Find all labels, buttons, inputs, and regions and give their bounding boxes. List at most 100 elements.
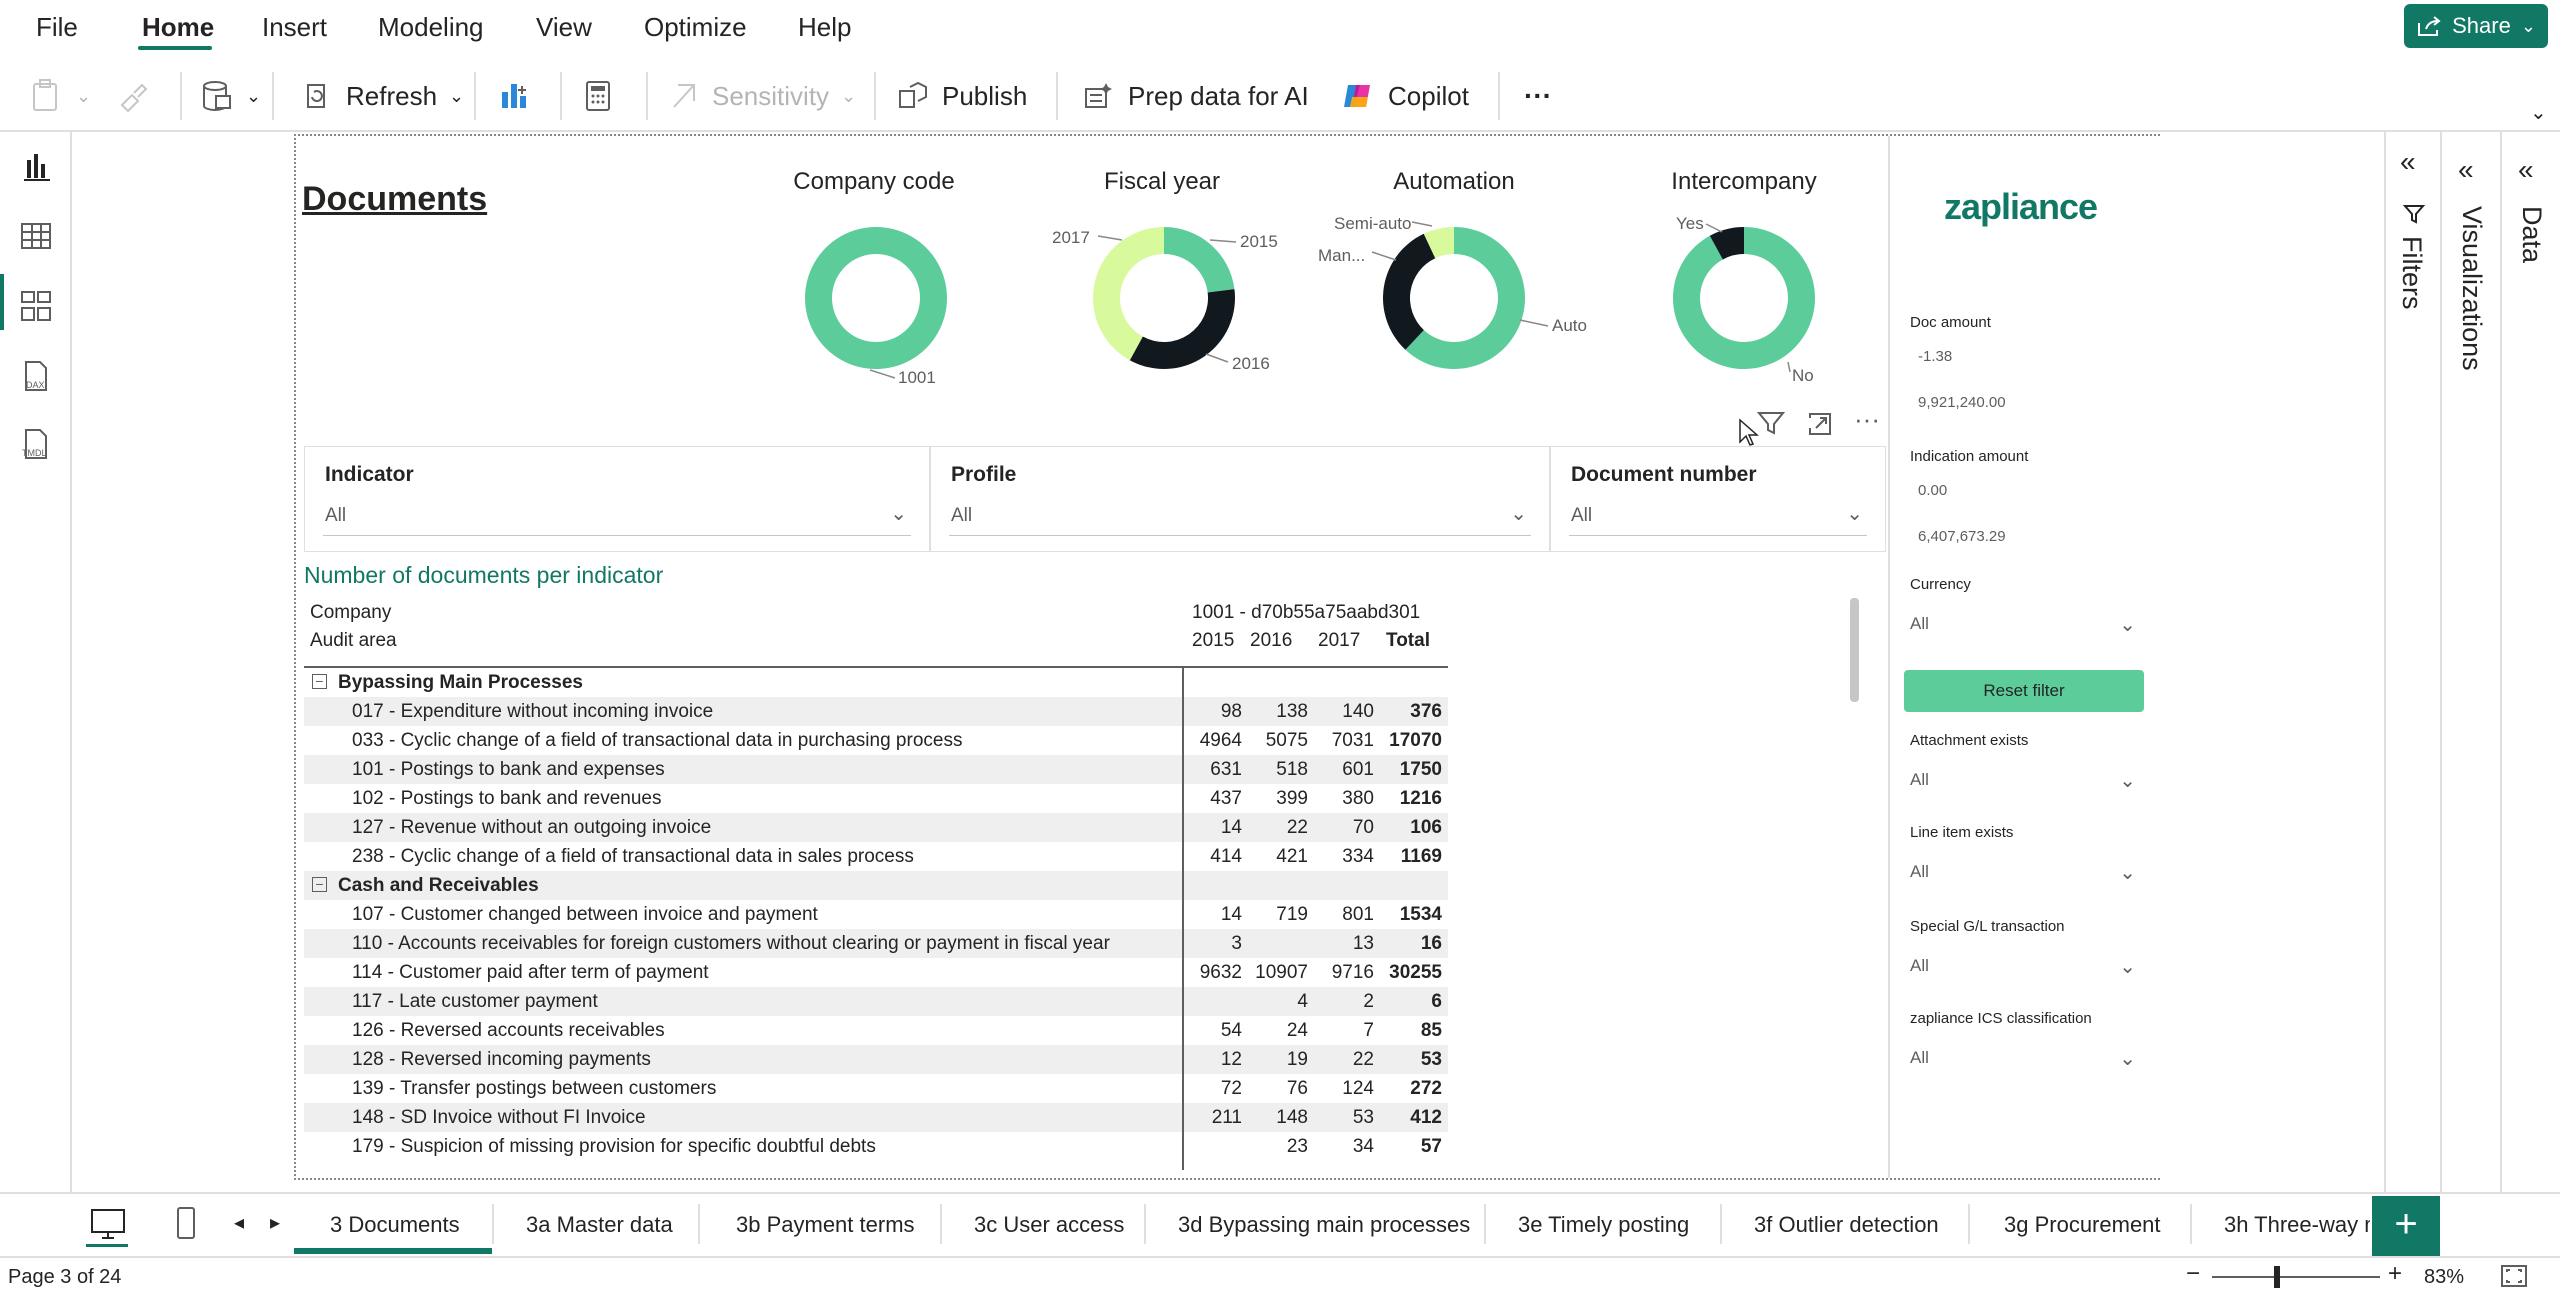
more-options-button[interactable]: ···	[1524, 80, 1552, 111]
tab-3g-procurement[interactable]: 3g Procurement	[2004, 1212, 2161, 1237]
report-view-icon[interactable]	[18, 150, 54, 186]
chevron-down-icon[interactable]: ⌄	[1510, 503, 1527, 525]
matrix-row[interactable]: 179 - Suspicion of missing provision for…	[304, 1132, 1448, 1161]
scroll-tabs-right-icon[interactable]: ▸	[270, 1212, 281, 1234]
doc-amount-max[interactable]: 9,921,240.00	[1918, 394, 2006, 411]
sensitivity-button[interactable]: Sensitivity ⌄	[668, 70, 856, 122]
zoom-in-button[interactable]: +	[2388, 1260, 2403, 1287]
zoom-slider-thumb[interactable]	[2274, 1266, 2280, 1288]
matrix-scrollbar[interactable]	[1850, 598, 1859, 702]
donut-slice[interactable]	[1382, 233, 1436, 350]
menu-file[interactable]: File	[36, 12, 78, 42]
matrix-row[interactable]: 033 - Cyclic change of a field of transa…	[304, 726, 1448, 755]
scroll-tabs-left-icon[interactable]: ◂	[234, 1212, 245, 1234]
collapse-toggle-icon[interactable]: −	[312, 877, 327, 892]
matrix-row[interactable]: 117 - Late customer payment 4 2 6	[304, 987, 1448, 1016]
mobile-layout-icon[interactable]	[172, 1204, 200, 1242]
line-item-exists-dropdown[interactable]: All ⌄	[1910, 862, 2142, 884]
copilot-button[interactable]: Copilot	[1340, 70, 1469, 122]
fit-to-page-icon[interactable]	[2500, 1264, 2528, 1288]
matrix-row[interactable]: 107 - Customer changed between invoice a…	[304, 900, 1448, 929]
document-number-slicer[interactable]: Document number All ⌄	[1550, 446, 1886, 552]
slicer-value[interactable]: All	[325, 505, 347, 526]
indicator-slicer[interactable]: Indicator All ⌄	[304, 446, 930, 552]
visualizations-pane[interactable]: « Visualizations	[2440, 132, 2500, 1192]
filter-icon[interactable]	[1756, 408, 1786, 438]
add-page-button[interactable]: +	[2372, 1196, 2440, 1256]
format-painter-button[interactable]	[116, 70, 150, 122]
donut-slice[interactable]	[1129, 289, 1236, 369]
tab-3f-outlier-detection[interactable]: 3f Outlier detection	[1754, 1212, 1939, 1237]
matrix-row[interactable]: 148 - SD Invoice without FI Invoice 211 14…	[304, 1103, 1448, 1132]
donut-slice[interactable]	[1672, 227, 1816, 369]
chevron-down-icon[interactable]: ⌄	[890, 503, 907, 525]
data-pane[interactable]: « Data	[2500, 132, 2560, 1192]
zoom-out-button[interactable]: −	[2186, 1260, 2201, 1287]
tab-3a-master-data[interactable]: 3a Master data	[526, 1212, 673, 1237]
matrix-row[interactable]: 128 - Reversed incoming payments 12 19 22 53	[304, 1045, 1448, 1074]
tab-3h-three-way[interactable]: 3h Three-way m	[2224, 1212, 2370, 1237]
tmdl-view-icon[interactable]: TMDL	[18, 426, 54, 462]
matrix-row[interactable]: 101 - Postings to bank and expenses 631 51…	[304, 755, 1448, 784]
matrix-row[interactable]: 127 - Revenue without an outgoing invoic…	[304, 813, 1448, 842]
donut-slice[interactable]	[1405, 227, 1525, 369]
matrix-row[interactable]: 102 - Postings to bank and revenues 437 39…	[304, 784, 1448, 813]
donut-slice[interactable]	[1164, 227, 1235, 293]
indication-amount-max[interactable]: 6,407,673.29	[1918, 528, 2006, 545]
chevron-down-icon[interactable]: ⌄	[1846, 503, 1863, 525]
desktop-layout-icon[interactable]	[88, 1206, 128, 1242]
slicer-value[interactable]: All	[1571, 505, 1593, 526]
model-view-icon[interactable]	[18, 288, 54, 324]
donut-slice[interactable]	[1709, 227, 1744, 260]
share-button[interactable]: Share ⌄	[2404, 4, 2548, 48]
slicer-value[interactable]: All	[951, 505, 973, 526]
matrix-group-row[interactable]: − Cash and Receivables	[304, 871, 1448, 900]
menu-home[interactable]: Home	[142, 12, 215, 42]
matrix-row[interactable]: 139 - Transfer postings between customer…	[304, 1074, 1448, 1103]
menu-optimize[interactable]: Optimize	[644, 12, 747, 42]
expand-pane-icon[interactable]: «	[2400, 146, 2416, 177]
matrix-row[interactable]: 110 - Accounts receivables for foreign c…	[304, 929, 1448, 958]
reset-filter-button[interactable]: Reset filter	[1904, 670, 2144, 712]
tab-3e-timely-posting[interactable]: 3e Timely posting	[1518, 1212, 1690, 1237]
menu-help[interactable]: Help	[798, 12, 852, 42]
prep-data-button[interactable]: Prep data for AI	[1082, 70, 1309, 122]
tab-3c-user-access[interactable]: 3c User access	[974, 1212, 1125, 1237]
focus-mode-icon[interactable]	[1806, 410, 1834, 438]
menu-modeling[interactable]: Modeling	[378, 12, 484, 42]
new-visual-button[interactable]	[496, 70, 532, 122]
collapse-toggle-icon[interactable]: −	[312, 674, 327, 689]
donut-slice[interactable]	[804, 227, 947, 370]
menu-view[interactable]: View	[536, 12, 592, 42]
expand-pane-icon[interactable]: «	[2518, 154, 2534, 185]
matrix-row[interactable]: 017 - Expenditure without incoming invoi…	[304, 697, 1448, 726]
publish-button[interactable]: Publish	[896, 70, 1027, 122]
matrix-group-row[interactable]: − Bypassing Main Processes	[304, 668, 1448, 697]
special-gl-dropdown[interactable]: All ⌄	[1910, 956, 2142, 978]
tab-3-documents[interactable]: 3 Documents	[330, 1212, 460, 1237]
collapse-ribbon-icon[interactable]: ⌄	[2530, 102, 2547, 124]
donut-slice[interactable]	[1093, 227, 1164, 361]
doc-amount-min[interactable]: -1.38	[1918, 348, 1953, 365]
filters-pane[interactable]: « Filters	[2384, 132, 2440, 1192]
new-measure-button[interactable]	[582, 70, 614, 122]
matrix-row[interactable]: 126 - Reversed accounts receivables 54 24 7…	[304, 1016, 1448, 1045]
profile-slicer[interactable]: Profile All ⌄	[930, 446, 1550, 552]
refresh-button[interactable]: Refresh ⌄	[300, 70, 464, 122]
expand-pane-icon[interactable]: «	[2458, 154, 2474, 185]
get-data-button[interactable]: ⌄	[200, 70, 261, 122]
table-view-icon[interactable]	[18, 218, 54, 254]
matrix-row[interactable]: 238 - Cyclic change of a field of transa…	[304, 842, 1448, 871]
more-options-icon[interactable]: ···	[1854, 404, 1880, 434]
donut-slice[interactable]	[1423, 227, 1454, 259]
tab-3b-payment-terms[interactable]: 3b Payment terms	[736, 1212, 915, 1237]
dax-query-icon[interactable]: DAX	[18, 358, 54, 394]
currency-dropdown[interactable]: All ⌄	[1910, 614, 2142, 636]
tab-3d-bypassing[interactable]: 3d Bypassing main processes	[1178, 1212, 1471, 1237]
menu-insert[interactable]: Insert	[262, 12, 328, 42]
attachment-exists-dropdown[interactable]: All ⌄	[1910, 770, 2142, 792]
zoom-slider-track[interactable]	[2212, 1276, 2380, 1278]
matrix-row[interactable]: 114 - Customer paid after term of paymen…	[304, 958, 1448, 987]
paste-button[interactable]: ⌄	[30, 70, 91, 122]
indication-amount-min[interactable]: 0.00	[1918, 482, 1948, 499]
